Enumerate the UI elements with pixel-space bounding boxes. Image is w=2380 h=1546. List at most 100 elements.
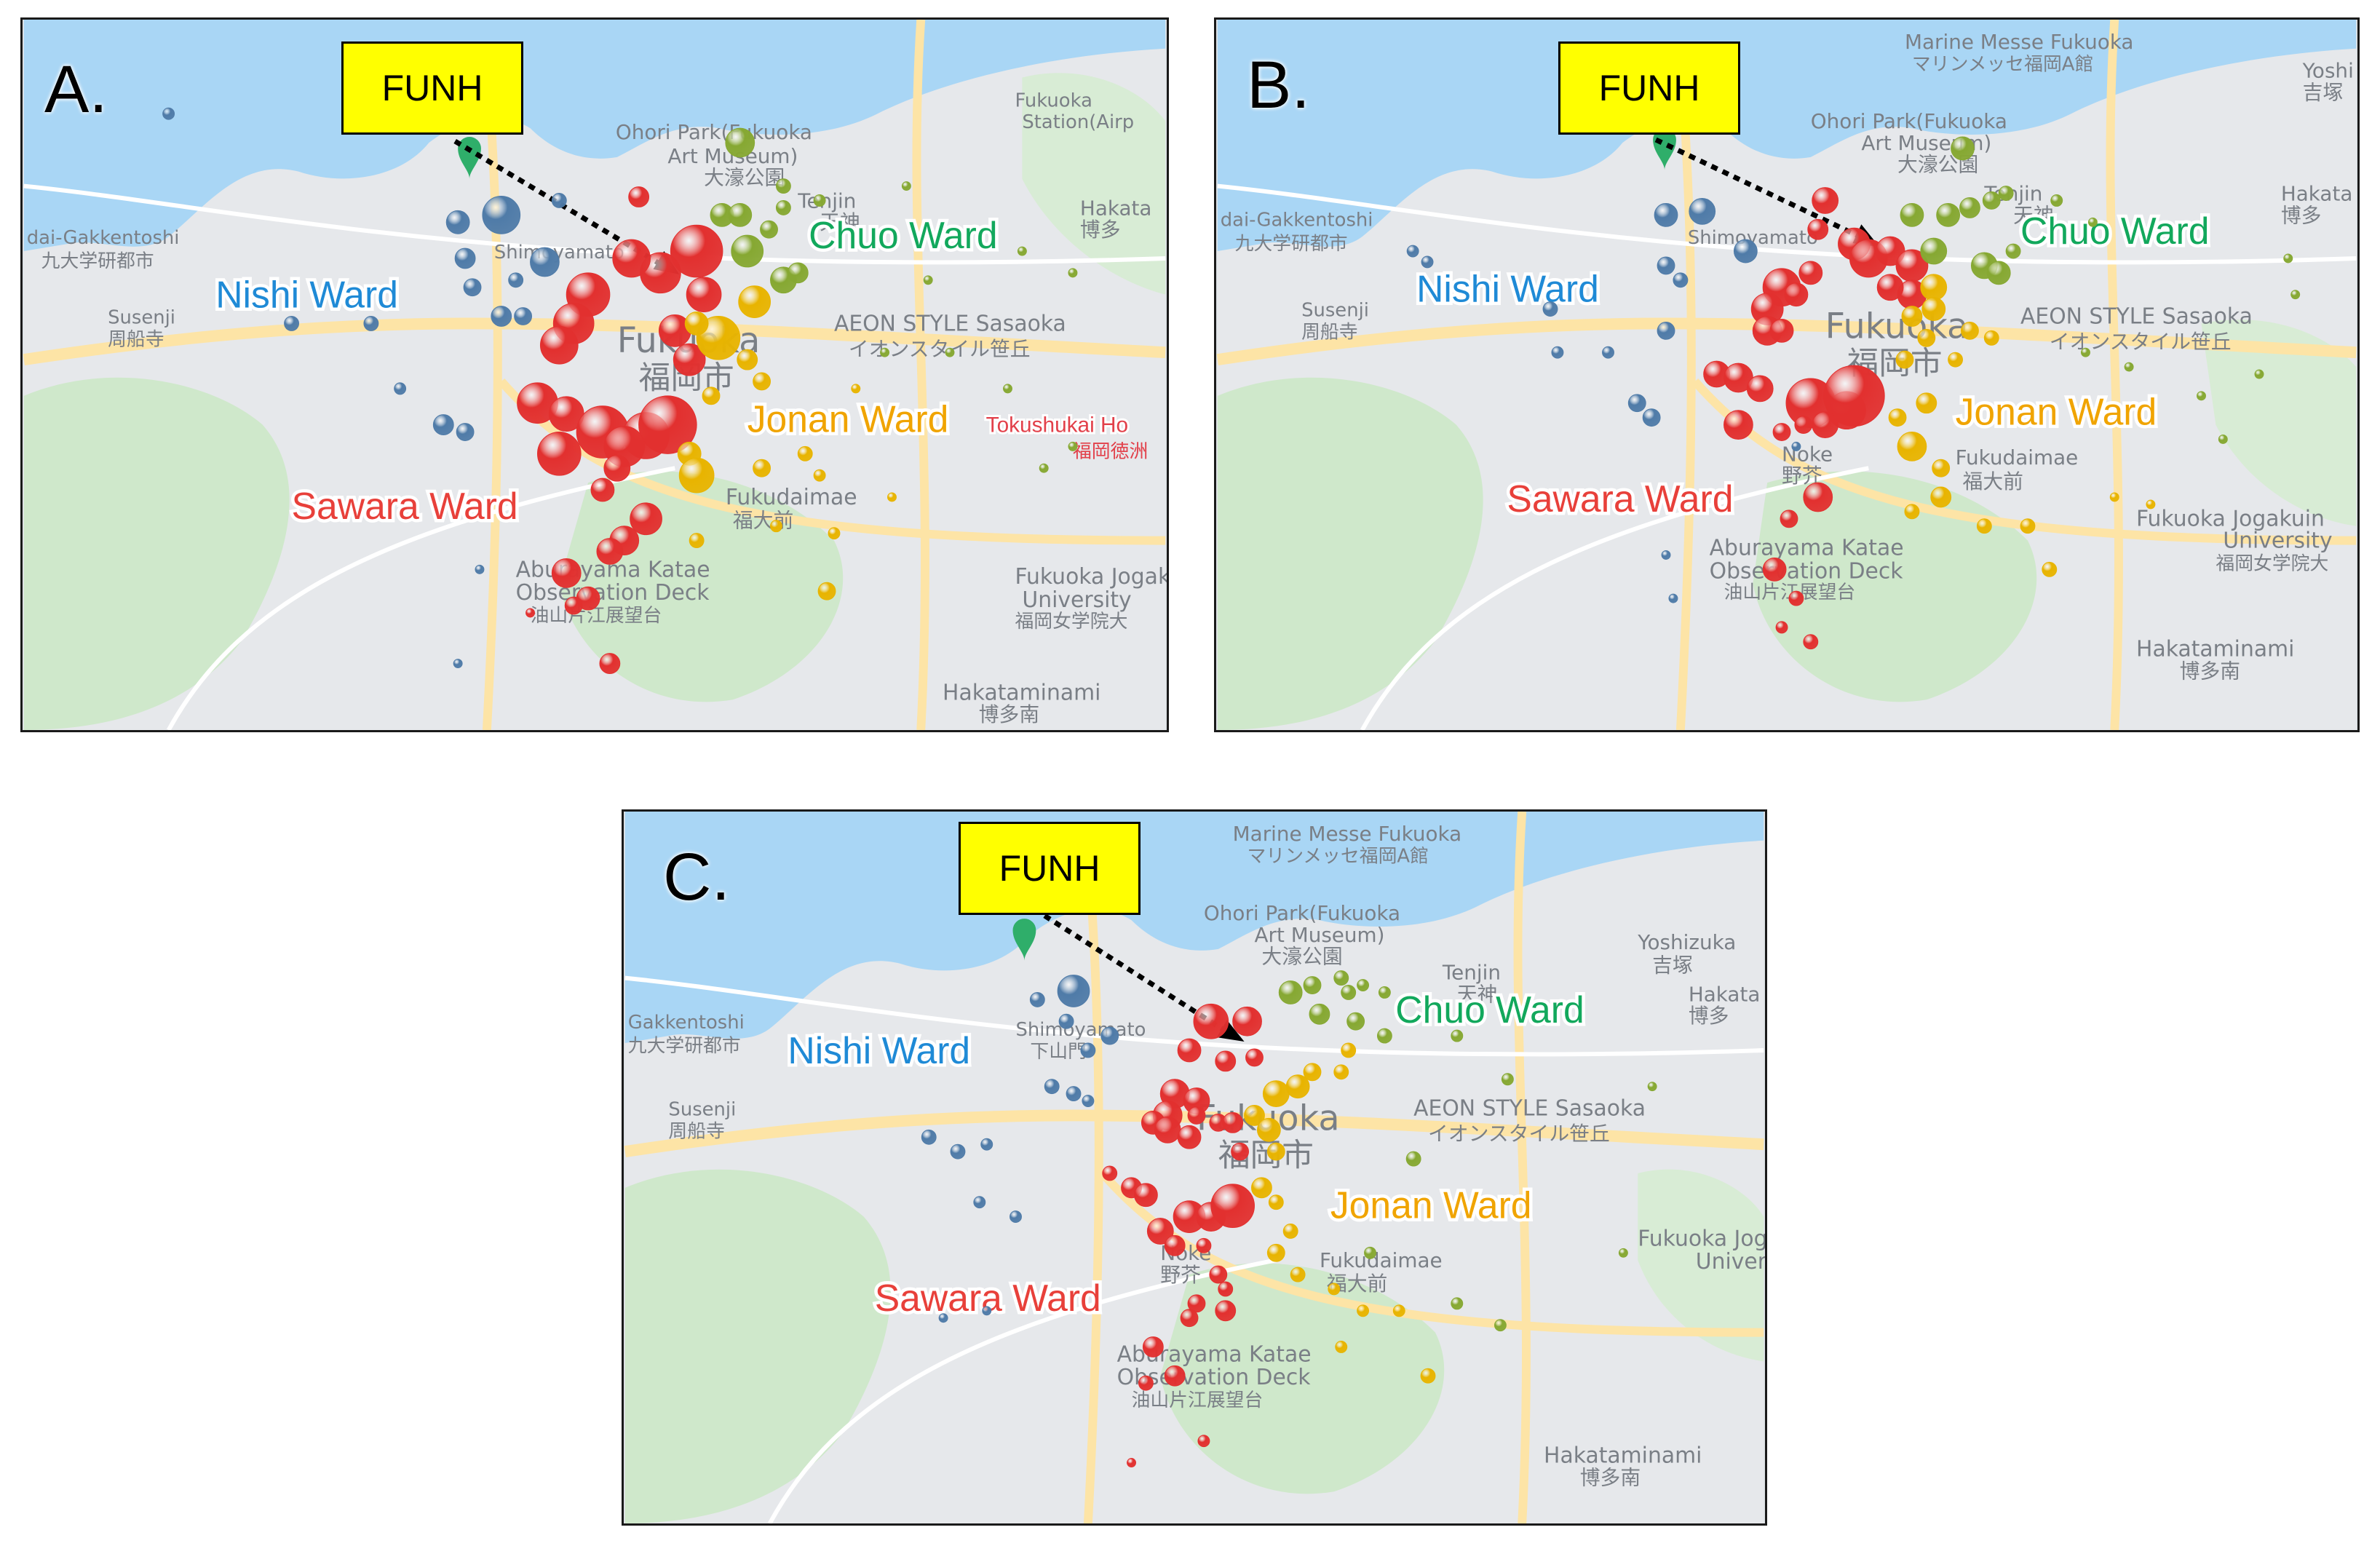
case-bubble-chuo xyxy=(1647,1082,1657,1092)
arrow-head-icon xyxy=(1216,1020,1245,1042)
place-label: Tenjin xyxy=(797,189,856,213)
case-bubble-sawara xyxy=(1784,282,1809,307)
case-bubble-chuo xyxy=(728,202,753,227)
case-bubble-sawara xyxy=(551,558,582,588)
case-bubble-sawara xyxy=(1222,1111,1244,1133)
case-bubble-jonan xyxy=(1266,1243,1285,1262)
case-bubble-sawara xyxy=(1780,510,1798,528)
place-label: Tokushukai Ho xyxy=(986,413,1128,437)
case-bubble-sawara xyxy=(564,596,583,615)
place-label: 九大学研都市 xyxy=(628,1035,741,1057)
funh-label: FUNH xyxy=(1598,68,1700,108)
place-label: Hakataminami xyxy=(943,680,1100,705)
case-bubble-nishi xyxy=(1642,408,1661,427)
case-bubble-jonan xyxy=(1904,504,1920,520)
case-bubble-chuo xyxy=(1357,979,1370,991)
funh-label: FUNH xyxy=(999,848,1100,889)
case-bubble-sawara xyxy=(673,343,706,376)
case-bubble-nishi xyxy=(162,107,175,120)
case-bubble-sawara xyxy=(1812,411,1839,438)
case-bubble-nishi xyxy=(950,1143,966,1160)
case-bubble-nishi xyxy=(463,278,482,297)
case-bubble-sawara xyxy=(525,608,536,618)
place-label: 吉塚 xyxy=(2303,80,2344,104)
case-bubble-sawara xyxy=(1180,1309,1199,1328)
case-bubble-sawara xyxy=(1775,621,1788,634)
ward-label-nishi: Nishi Ward xyxy=(788,1029,970,1071)
case-bubbles xyxy=(162,107,1078,674)
case-bubble-chuo xyxy=(775,178,791,194)
case-bubble-chuo xyxy=(1346,1012,1365,1031)
place-label: Hakata xyxy=(1689,982,1761,1006)
case-bubbles xyxy=(921,970,1657,1467)
case-bubble-chuo xyxy=(1920,237,1948,265)
case-bubble-chuo xyxy=(1405,1151,1421,1167)
case-bubble-chuo xyxy=(1003,384,1012,394)
case-bubble-nishi xyxy=(1689,197,1716,225)
place-label: University xyxy=(2223,528,2332,554)
place-label: 天神 xyxy=(1457,982,1498,1006)
case-bubble-chuo xyxy=(2081,347,2090,357)
case-bubble-jonan xyxy=(753,372,771,391)
case-bubble-jonan xyxy=(1251,1177,1272,1199)
place-label: Ohori Park(Fukuoka xyxy=(1204,901,1400,925)
case-bubble-nishi xyxy=(1082,1095,1095,1108)
case-bubble-jonan xyxy=(1917,328,1936,347)
case-bubble-chuo xyxy=(725,127,755,158)
case-bubble-chuo xyxy=(2087,217,2098,227)
case-bubble-nishi xyxy=(456,423,475,441)
case-bubble-chuo xyxy=(2283,253,2293,263)
case-bubble-sawara xyxy=(1196,1237,1212,1253)
case-bubble-jonan xyxy=(1888,408,1907,427)
place-label: Fukudaimae xyxy=(1320,1248,1443,1272)
case-bubble-sawara xyxy=(1187,1294,1206,1313)
hospital-pin-icon xyxy=(458,137,481,179)
case-bubble-chuo xyxy=(1068,268,1078,278)
case-bubble-chuo xyxy=(1039,463,1049,473)
case-bubble-jonan xyxy=(684,312,709,336)
place-label: Susenji xyxy=(668,1098,736,1120)
case-bubble-chuo xyxy=(2254,369,2264,379)
case-bubble-nishi xyxy=(363,315,379,331)
case-bubble-jonan xyxy=(1921,297,1946,321)
place-label: マリンメッセ福岡A館 xyxy=(1247,846,1429,868)
case-bubble-sawara xyxy=(1215,1050,1237,1072)
place-label: Noke xyxy=(1782,442,1833,466)
funh-arrow-line xyxy=(1654,137,1861,239)
place-label: Fukuoka Jogakuin xyxy=(2136,507,2325,532)
case-bubble-nishi xyxy=(1044,1079,1060,1095)
case-bubble-nishi xyxy=(1733,239,1758,263)
case-bubble-jonan xyxy=(1976,518,1992,534)
case-bubble-chuo xyxy=(813,194,826,207)
case-bubble-sawara xyxy=(1772,423,1791,441)
case-bubble-chuo xyxy=(1494,1319,1507,1332)
case-bubble-jonan xyxy=(1932,459,1951,477)
place-label: Hakataminami xyxy=(1544,1443,1702,1469)
place-label: Tenjin xyxy=(1442,961,1501,985)
case-bubble-jonan xyxy=(1895,350,1914,369)
case-bubble-sawara xyxy=(1218,1281,1234,1297)
case-bubble-chuo xyxy=(1068,441,1078,451)
case-bubble-sawara xyxy=(536,432,582,476)
case-bubble-sawara xyxy=(1127,1458,1136,1467)
case-bubble-chuo xyxy=(2197,391,2206,401)
case-bubble-chuo xyxy=(1333,970,1349,986)
place-label: マリンメッセ福岡A館 xyxy=(1912,54,2093,76)
case-bubble-jonan xyxy=(813,469,826,482)
case-bubble-chuo xyxy=(1936,202,1961,227)
place-label: Gakkentoshi xyxy=(628,1012,745,1034)
place-label: 博多南 xyxy=(979,702,1039,726)
case-bubble-nishi xyxy=(921,1129,937,1145)
case-bubble-jonan xyxy=(887,492,897,502)
map-panel-a: Ohori Park(Fukuoka Art Museum) Fukuoka S… xyxy=(20,17,1169,732)
panel-letter: A. xyxy=(44,52,108,127)
case-bubble-chuo xyxy=(1303,976,1322,994)
case-bubble-sawara xyxy=(590,477,615,502)
case-bubble-nishi xyxy=(1058,1013,1074,1029)
case-bubble-jonan xyxy=(1920,274,1948,301)
place-label: AEON STYLE Sasaoka xyxy=(834,311,1066,336)
case-bubble-nishi xyxy=(1657,321,1675,340)
case-bubble-sawara xyxy=(1823,365,1885,427)
case-bubble-sawara xyxy=(1197,1435,1210,1448)
place-label: 福岡徳洲 xyxy=(1073,440,1148,462)
